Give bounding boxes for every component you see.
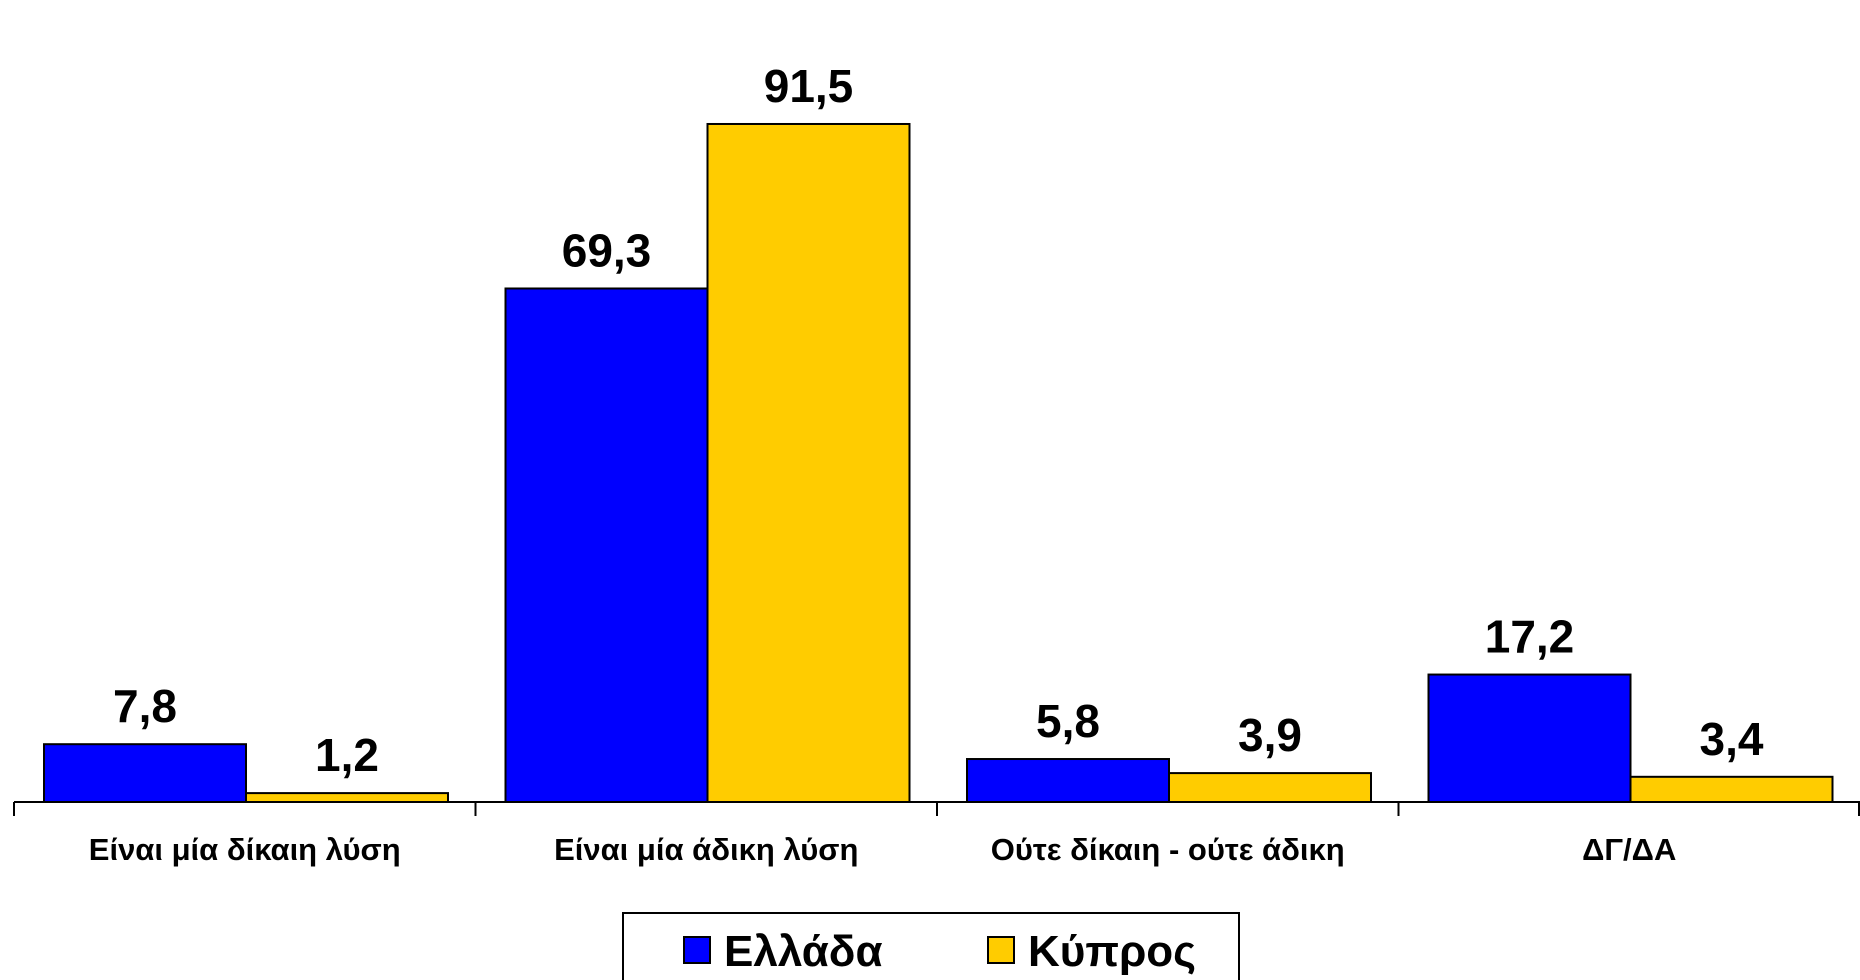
- legend-swatch-greece: [683, 936, 711, 964]
- data-label-cyprus-2: 3,9: [1238, 709, 1302, 761]
- bar-cyprus-0: [245, 792, 449, 803]
- data-labels-layer: 7,8 1,2 69,3 91,5 5,8 3,9 17,2 3,4: [113, 60, 1764, 781]
- bar-cyprus-2: [1168, 772, 1372, 804]
- legend-label-cyprus: Κύπρος: [1028, 927, 1196, 976]
- data-label-greece-0: 7,8: [113, 680, 177, 732]
- data-label-cyprus-3: 3,4: [1700, 713, 1764, 765]
- category-label-1: Είναι μία άδικη λύση: [554, 832, 858, 867]
- legend-label-greece: Ελλάδα: [724, 927, 883, 976]
- data-label-cyprus-0: 1,2: [315, 729, 379, 781]
- category-label-3: ΔΓ/ΔΑ: [1582, 832, 1676, 867]
- category-label-0: Είναι μία δίκαιη λύση: [89, 832, 401, 867]
- data-label-greece-3: 17,2: [1485, 611, 1575, 663]
- legend-swatch-cyprus: [987, 936, 1015, 964]
- bar-greece-2: [966, 758, 1170, 803]
- data-label-greece-1: 69,3: [562, 224, 652, 276]
- bars-layer: [43, 122, 1834, 804]
- data-label-greece-2: 5,8: [1036, 695, 1100, 747]
- bar-greece-1: [504, 287, 709, 803]
- x-axis: Είναι μία δίκαιη λύση Είναι μία άδικη λύσ…: [13, 801, 1860, 867]
- legend-frame: [622, 912, 1240, 980]
- data-label-cyprus-1: 91,5: [764, 60, 854, 112]
- bar-greece-3: [1427, 673, 1632, 803]
- legend: Ελλάδα Κύπρος: [622, 912, 1240, 980]
- bar-cyprus-1: [706, 122, 911, 804]
- bar-cyprus-3: [1629, 775, 1834, 804]
- bar-greece-0: [43, 743, 247, 804]
- category-label-2: Ούτε δίκαιη - ούτε άδικη: [991, 832, 1345, 867]
